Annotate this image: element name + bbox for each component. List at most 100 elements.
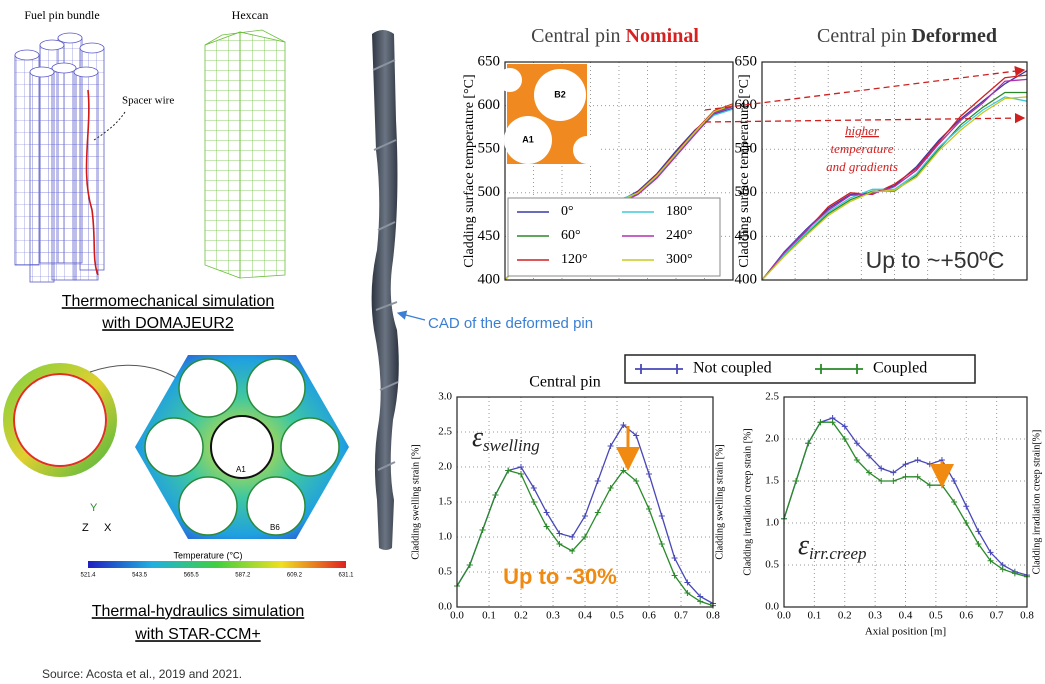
marker [607,485,614,491]
y-axis-label-right: Cladding irradiation creep strain[%] [1031,430,1042,575]
y-axis-label: Cladding swelling strain [%] [410,444,421,559]
marker [505,467,512,474]
marker [582,534,588,540]
marker [975,541,982,547]
symbol: εswelling [472,422,540,454]
y-tick-label: 0.0 [765,601,779,613]
y-tick-label: 650 [735,53,758,69]
caption: with DOMAJEUR2 [101,315,234,332]
marker [866,469,873,476]
marker [658,541,665,547]
inset-label: B2 [554,89,566,99]
callout [93,111,126,141]
marker [646,471,652,477]
series-line [761,78,1028,281]
marker [853,457,860,463]
spacer-label: Spacer wire [122,95,174,107]
caption: with STAR-CCM+ [134,626,261,643]
legend-label: Not coupled [693,360,772,377]
title-text: Central pin [817,25,906,47]
hexcan [204,29,286,279]
legend-label: 240° [666,228,693,243]
marker [569,534,576,540]
y-tick-label: 2.5 [765,391,779,403]
legend-swatch [815,364,863,374]
inset: B2 A1 [498,64,601,164]
frame [783,396,1028,608]
spacer-wire [85,89,99,276]
y-tick-label: 600 [478,97,501,113]
y-tick-label: 1.0 [765,517,779,529]
legend-box [507,197,721,277]
marker [479,527,486,533]
y-axis-label: Cladding surface temperature [°C] [462,74,477,267]
marker [951,499,958,505]
marker [518,464,524,470]
annotation: temperature [830,141,893,156]
marker [914,457,921,463]
marker [594,478,601,484]
marker [878,465,885,472]
marker [633,478,640,484]
y-tick-label: 450 [735,228,758,244]
x-tick-label: 0.5 [610,610,624,622]
x-tick-label: 0.2 [514,610,528,622]
symbol-subscript: irr.creep [809,544,866,563]
marker [902,473,909,480]
marker [902,461,909,468]
x-tick-label: 0.3 [868,610,882,622]
marker [829,419,836,426]
y-tick-label: 0.5 [765,559,779,571]
colorbar-tick: 609.2 [287,573,303,579]
x-tick-label: 0.5 [929,610,943,622]
series-line [761,70,1028,281]
x-tick-label: 0.1 [808,610,822,622]
annotation: and gradients [826,159,898,174]
chart-title: Central pin [529,374,601,391]
legend-label: Coupled [873,360,927,377]
y-tick-label: 450 [478,228,501,244]
marker [607,443,614,449]
marker [594,509,601,516]
x-tick-label: 0.1 [482,610,496,622]
marker [987,549,994,556]
x-tick-label: 0.3 [546,610,560,622]
y-tick-label: 1.0 [438,531,452,543]
y-tick-label: 650 [478,53,501,69]
marker [684,590,691,596]
inset-label: A1 [522,134,534,144]
y-axis-label-right: Cladding swelling strain [%] [714,444,725,559]
x-tick-label: 0.4 [578,610,592,622]
y-tick-label: 550 [478,141,501,157]
y-tick-label: 2.5 [438,426,452,438]
title-emphasis: Nominal [626,25,700,47]
caption: Thermomechanical simulation [62,293,275,310]
legend-box [624,354,976,384]
marker [963,503,970,510]
x-tick-label: 0.0 [450,610,464,622]
marker [963,520,970,526]
axis-label: X [104,522,112,534]
marker [569,548,576,554]
axis-label: Y [90,502,98,514]
frame [456,396,714,608]
x-tick-label: 0.6 [642,610,656,622]
series-line [761,96,1028,281]
x-tick-label: 0.7 [990,610,1004,622]
symbol: εirr.creep [798,530,867,562]
frame [504,61,734,281]
marker [999,566,1006,573]
colorbar-title: Temperature (°C) [173,550,242,560]
colorbar-tick: 631.1 [338,573,354,579]
series-line [761,96,1028,281]
symbol-base: ε [798,530,809,561]
marker [530,499,537,505]
x-tick-label: 0.4 [899,610,913,622]
axis-label: Z [82,522,89,534]
marker [697,598,704,605]
caption: Thermal-hydraulics simulation [92,603,305,620]
colorbar-tick: 587.2 [235,573,251,579]
y-tick-label: 0.0 [438,601,452,613]
marker [817,419,824,426]
marker [1011,570,1018,577]
